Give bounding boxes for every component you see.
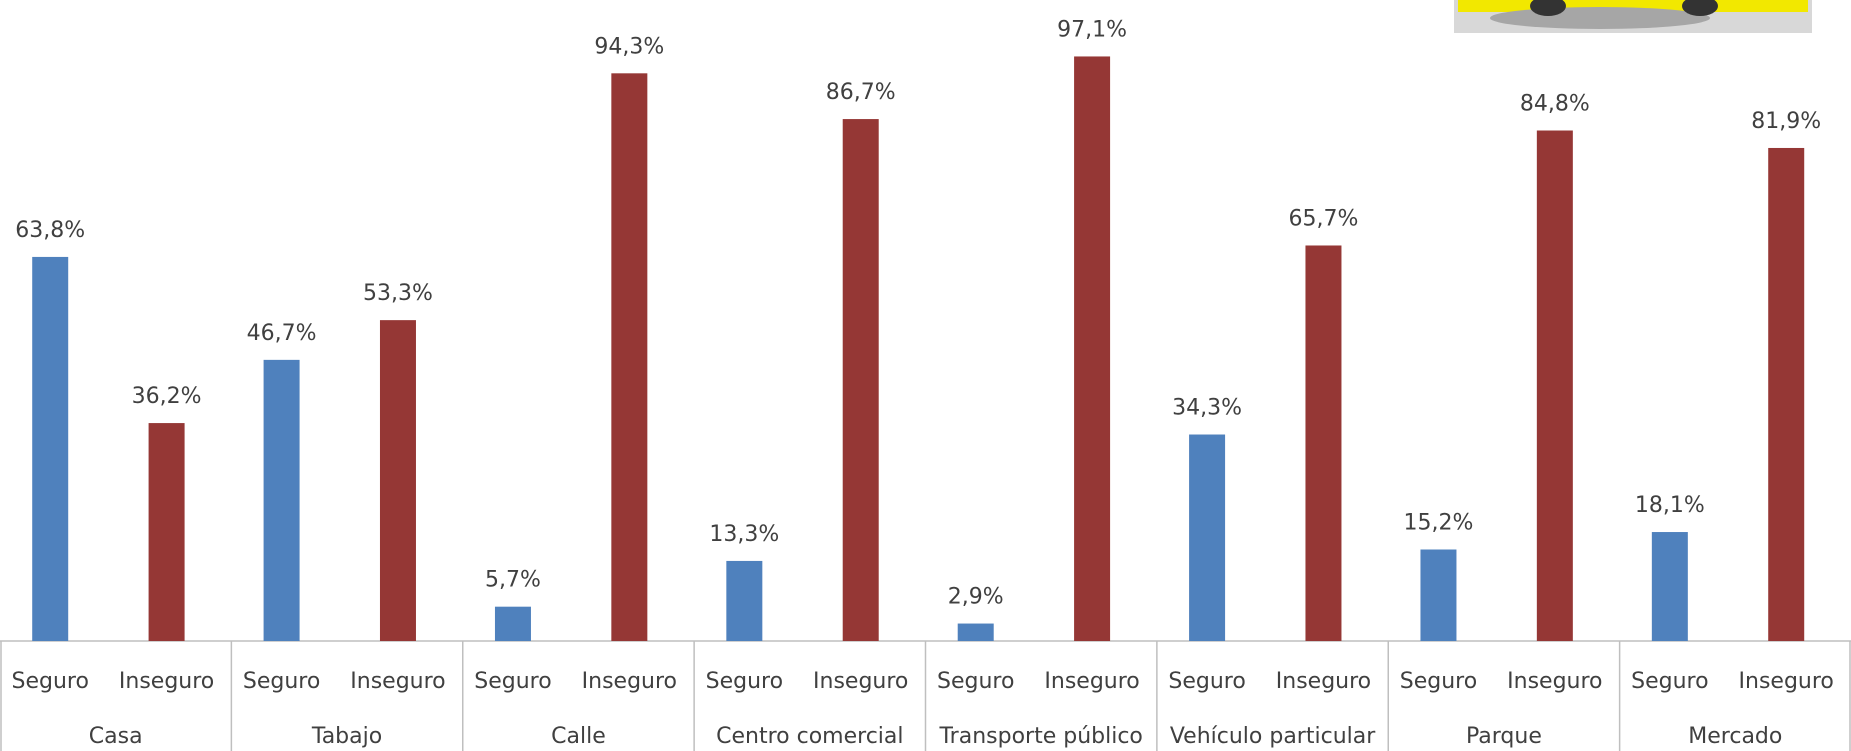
picture-shadow	[1490, 7, 1710, 29]
car-picture	[1454, 0, 1812, 33]
bar	[32, 257, 68, 641]
x-tick-label: Seguro	[1400, 669, 1477, 694]
bar	[380, 320, 416, 641]
data-label: 81,9%	[1751, 109, 1821, 134]
data-label: 65,7%	[1289, 206, 1359, 231]
bar	[726, 561, 762, 641]
bar	[611, 73, 647, 641]
bar	[1537, 131, 1573, 641]
x-tick-label: Inseguro	[813, 669, 908, 694]
x-tick-label: Seguro	[706, 669, 783, 694]
x-group-label: Calle	[551, 724, 606, 749]
data-label: 63,8%	[15, 218, 85, 243]
x-tick-label: Seguro	[937, 669, 1014, 694]
bar	[1305, 245, 1341, 641]
data-label: 15,2%	[1404, 510, 1474, 535]
x-tick-label: Inseguro	[582, 669, 677, 694]
data-label: 53,3%	[363, 281, 433, 306]
bar	[1652, 532, 1688, 641]
x-tick-label: Seguro	[243, 669, 320, 694]
x-group-label: Tabajo	[311, 724, 382, 749]
x-tick-label: Inseguro	[119, 669, 214, 694]
x-tick-label: Seguro	[1631, 669, 1708, 694]
data-label: 84,8%	[1520, 92, 1590, 117]
x-group-label: Mercado	[1688, 724, 1782, 749]
bar	[843, 119, 879, 641]
data-label: 46,7%	[247, 321, 317, 346]
bar	[264, 360, 300, 641]
page: Casa 63,8% Seguro 36,2% Inseguro Tabajo 46,7% S…	[0, 0, 1851, 751]
x-tick-label: Inseguro	[1044, 669, 1139, 694]
x-group-label: Transporte público	[938, 724, 1142, 749]
data-label: 13,3%	[709, 522, 779, 547]
bar	[495, 607, 531, 641]
x-group-label: Parque	[1466, 724, 1542, 749]
data-label: 97,1%	[1057, 17, 1127, 42]
data-label: 86,7%	[826, 80, 896, 105]
bar	[1074, 56, 1110, 641]
data-label: 34,3%	[1172, 396, 1242, 421]
x-tick-label: Seguro	[11, 669, 88, 694]
bar	[1420, 549, 1456, 641]
x-group-label: Vehículo particular	[1170, 724, 1376, 749]
data-label: 5,7%	[485, 568, 541, 593]
x-tick-label: Seguro	[1168, 669, 1245, 694]
data-label: 18,1%	[1635, 493, 1705, 518]
x-tick-label: Seguro	[474, 669, 551, 694]
x-tick-label: Inseguro	[1507, 669, 1602, 694]
bar	[1189, 435, 1225, 641]
data-label: 94,3%	[594, 34, 664, 59]
x-tick-label: Inseguro	[1739, 669, 1834, 694]
x-tick-label: Inseguro	[1276, 669, 1371, 694]
data-label: 2,9%	[948, 585, 1004, 610]
x-group-label: Casa	[89, 724, 143, 749]
x-group-label: Centro comercial	[716, 724, 903, 749]
bar	[149, 423, 185, 641]
bar	[958, 624, 994, 641]
data-label: 36,2%	[132, 384, 202, 409]
x-tick-label: Inseguro	[350, 669, 445, 694]
bar	[1768, 148, 1804, 641]
chart: Casa 63,8% Seguro 36,2% Inseguro Tabajo 46,7% S…	[0, 0, 1851, 751]
